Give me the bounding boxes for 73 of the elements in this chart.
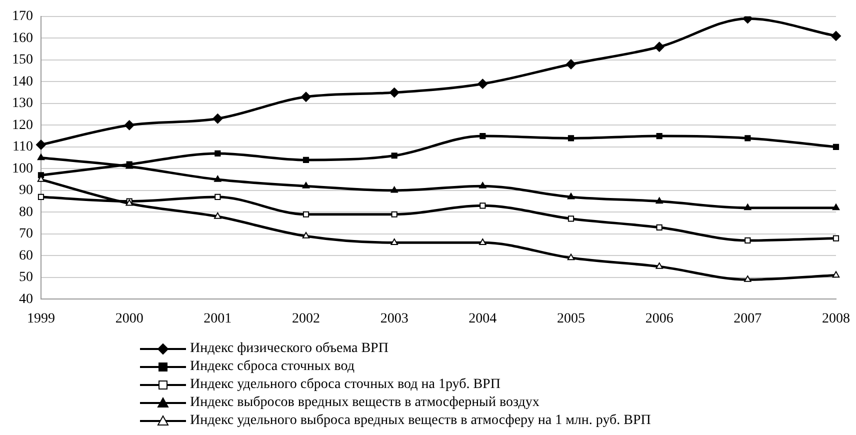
- x-tick-label: 2005: [557, 311, 585, 326]
- point: [832, 271, 840, 278]
- point: [301, 92, 311, 102]
- point: [214, 194, 221, 200]
- legend-label: Индекс физического объема ВРП: [190, 340, 388, 358]
- x-tick-label: 2006: [645, 311, 674, 326]
- point: [568, 216, 574, 222]
- point: [480, 202, 486, 209]
- point: [480, 133, 486, 140]
- x-tick-label: 2007: [734, 311, 762, 326]
- point: [390, 186, 398, 193]
- point: [302, 182, 310, 188]
- legend-label: Индекс сброса сточных вод: [190, 358, 355, 376]
- x-tick-label: 2001: [204, 311, 232, 326]
- point: [568, 135, 574, 142]
- point: [656, 197, 663, 204]
- y-tick-label: 160: [12, 30, 33, 46]
- point: [566, 59, 576, 70]
- y-tick-label: 90: [19, 183, 33, 198]
- point: [36, 140, 46, 150]
- y-tick-label: 150: [12, 52, 33, 68]
- point: [302, 211, 310, 218]
- y-tick-label: 70: [19, 226, 33, 242]
- point: [38, 194, 44, 200]
- point: [656, 262, 663, 269]
- y-tick-label: 50: [19, 270, 33, 286]
- y-tick-label: 40: [19, 292, 33, 307]
- point: [479, 238, 486, 245]
- point: [744, 204, 752, 210]
- point: [37, 154, 45, 160]
- x-tick-label: 2008: [822, 311, 850, 326]
- legend-label: Индекс выбросов вредных веществ в атмосферный воздух: [190, 394, 540, 412]
- point: [214, 150, 221, 156]
- point: [567, 254, 575, 260]
- point: [391, 152, 398, 159]
- point: [742, 16, 753, 24]
- point: [832, 204, 840, 210]
- point: [391, 211, 398, 218]
- x-tick-label: 2004: [468, 311, 497, 326]
- y-tick-label: 100: [12, 161, 33, 176]
- y-tick-label: 120: [12, 118, 33, 133]
- x-tick-label: 2003: [380, 311, 408, 326]
- point: [390, 238, 398, 245]
- point: [302, 232, 310, 238]
- y-tick-label: 170: [12, 9, 33, 24]
- point: [302, 156, 310, 164]
- y-tick-label: 130: [12, 96, 33, 112]
- point: [124, 120, 134, 130]
- point: [832, 144, 840, 150]
- point: [214, 175, 222, 182]
- point: [744, 237, 751, 244]
- point: [478, 78, 488, 89]
- legend-label: Индекс удельного сброса сточных вод на 1руб. ВРП: [190, 376, 500, 394]
- x-tick-label: 1999: [27, 311, 55, 326]
- point: [656, 133, 662, 140]
- y-tick-label: 140: [12, 74, 33, 90]
- y-tick-label: 110: [12, 140, 33, 155]
- y-tick-label: 60: [19, 248, 33, 264]
- point: [567, 192, 575, 200]
- point: [744, 135, 751, 142]
- point: [654, 42, 664, 52]
- x-tick-label: 2000: [115, 311, 144, 326]
- point: [831, 30, 841, 41]
- point: [214, 212, 222, 219]
- legend-label: Индекс удельного выброса вредных веществ в атмосферу на 1 млн. руб. ВРП: [190, 412, 651, 430]
- y-tick-label: 80: [19, 204, 33, 220]
- x-tick-label: 2002: [292, 311, 320, 326]
- point: [479, 182, 486, 188]
- point: [656, 224, 662, 230]
- point: [832, 235, 840, 242]
- point: [212, 114, 223, 124]
- point: [744, 276, 752, 282]
- point: [389, 88, 400, 98]
